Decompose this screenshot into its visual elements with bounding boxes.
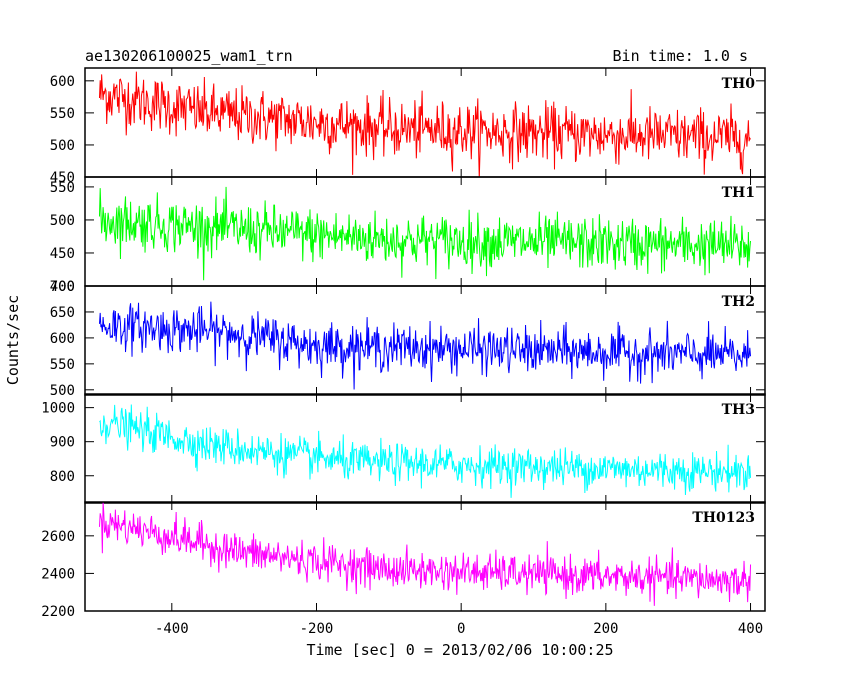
- y-tick-label: 2400: [41, 566, 75, 582]
- series-line-th0: [98, 71, 751, 177]
- y-tick-label: 900: [50, 435, 75, 451]
- y-tick-label: 500: [50, 383, 75, 399]
- bin-time-label: Bin time: 1.0 s: [613, 47, 748, 65]
- y-tick-label: 600: [50, 331, 75, 347]
- y-tick-label: 450: [50, 170, 75, 186]
- panel-frame: [84, 176, 766, 287]
- y-tick-label: 550: [50, 180, 75, 196]
- x-tick-label: -400: [155, 621, 189, 637]
- x-tick-label: -200: [300, 621, 334, 637]
- y-axis-label: Counts/sec: [4, 295, 22, 385]
- series-line-th1: [98, 186, 752, 281]
- y-tick-label: 450: [50, 246, 75, 262]
- series-line-th3: [99, 404, 752, 498]
- x-axis-label: Time [sec] 0 = 2013/02/06 10:00:25: [306, 641, 613, 659]
- x-tick-label: 400: [738, 621, 763, 637]
- series-line-th2: [98, 301, 752, 390]
- y-tick-label: 500: [50, 213, 75, 229]
- panel-label: TH2: [722, 294, 755, 310]
- y-tick-label: 1000: [41, 401, 75, 417]
- series-line-th0123: [98, 502, 752, 606]
- panel-th0: 450 500 550 600 TH0: [50, 67, 766, 186]
- panel-label: TH3: [722, 402, 755, 418]
- y-tick-label: 400: [50, 279, 75, 295]
- panels-layer: 450 500 550 600 TH0 400 450 500 550 TH1 500 550 600 6…: [41, 67, 766, 637]
- panel-th2: 500 550 600 650 700 TH2: [50, 279, 766, 399]
- y-tick-label: 800: [50, 469, 75, 485]
- panel-frame: [84, 393, 766, 504]
- y-tick-label: 600: [50, 74, 75, 90]
- y-tick-label: 700: [50, 279, 75, 295]
- y-tick-label: 2200: [41, 604, 75, 620]
- panel-label: TH0123: [692, 510, 755, 526]
- panel-frame: [84, 285, 766, 396]
- y-tick-label: 500: [50, 138, 75, 154]
- y-tick-label: 2600: [41, 529, 75, 545]
- x-tick-label: 0: [457, 621, 465, 637]
- panel-label: TH0: [722, 76, 756, 92]
- panel-frame: [84, 501, 766, 612]
- y-tick-label: 550: [50, 357, 75, 373]
- y-tick-label: 550: [50, 106, 75, 122]
- panel-th1: 400 450 500 550 TH1: [50, 176, 766, 295]
- panel-th0123: 2200 2400 2600 TH0123: [41, 501, 766, 620]
- x-tick-label: 200: [593, 621, 618, 637]
- panel-th3: 800 900 1000 TH3: [41, 393, 766, 504]
- y-tick-label: 650: [50, 305, 75, 321]
- panel-label: TH1: [722, 185, 755, 201]
- chart-title: ae130206100025_wam1_trn: [85, 47, 293, 65]
